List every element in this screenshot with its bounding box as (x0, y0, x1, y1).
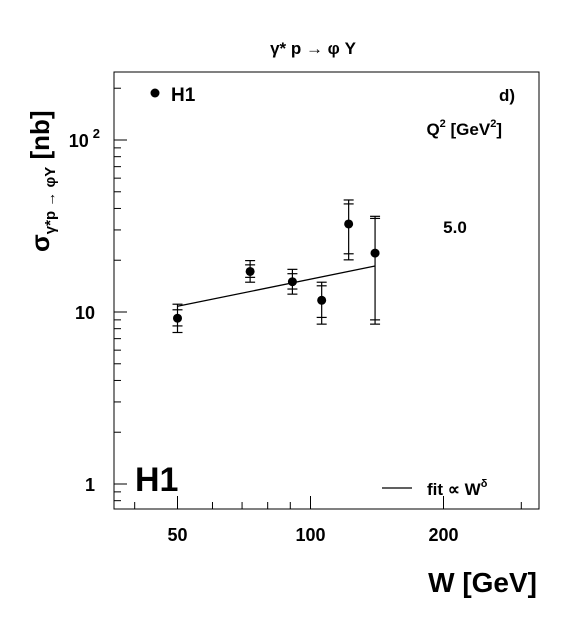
x-tick-label: 200 (428, 525, 458, 545)
legend-h1-marker (150, 88, 160, 98)
data-point (317, 295, 327, 305)
svg-text:σγ*p → φY [nb]: σγ*p → φY [nb] (25, 110, 59, 252)
data-layer (172, 199, 381, 334)
q2-header: Q2 [GeV2] (426, 118, 502, 139)
legend-h1-label: H1 (171, 85, 196, 106)
experiment-logo: H1 (135, 461, 178, 499)
x-tick-label: 50 (167, 525, 187, 545)
fit-legend-label: fit ∝ Wδ (427, 478, 488, 499)
y-tick-label: 10 2 (69, 126, 100, 151)
axis-ticks: 50 100 200 1 10 10 2 (69, 87, 522, 545)
y-axis-label: σγ*p → φY [nb] (25, 110, 59, 252)
q2-value: 5.0 (443, 218, 467, 237)
data-point-group (172, 303, 183, 334)
data-point-group (370, 215, 381, 325)
x-tick-label: 100 (295, 525, 325, 545)
fit-line (177, 265, 376, 307)
data-point (173, 313, 182, 323)
data-point (287, 277, 297, 287)
data-point-group (316, 281, 327, 325)
y-tick-label: 1 (85, 475, 95, 495)
plot-frame (113, 71, 540, 510)
x-axis-label: W [GeV] (428, 567, 537, 598)
data-point (245, 266, 255, 276)
chart-title: γ* p → φ Y (270, 39, 357, 58)
data-point-group (287, 268, 298, 295)
data-point-group (245, 259, 256, 283)
y-tick-label: 10 (75, 303, 95, 323)
data-point (344, 219, 354, 229)
panel-label: d) (499, 86, 515, 105)
data-point-group (343, 199, 354, 261)
data-point (370, 248, 380, 258)
